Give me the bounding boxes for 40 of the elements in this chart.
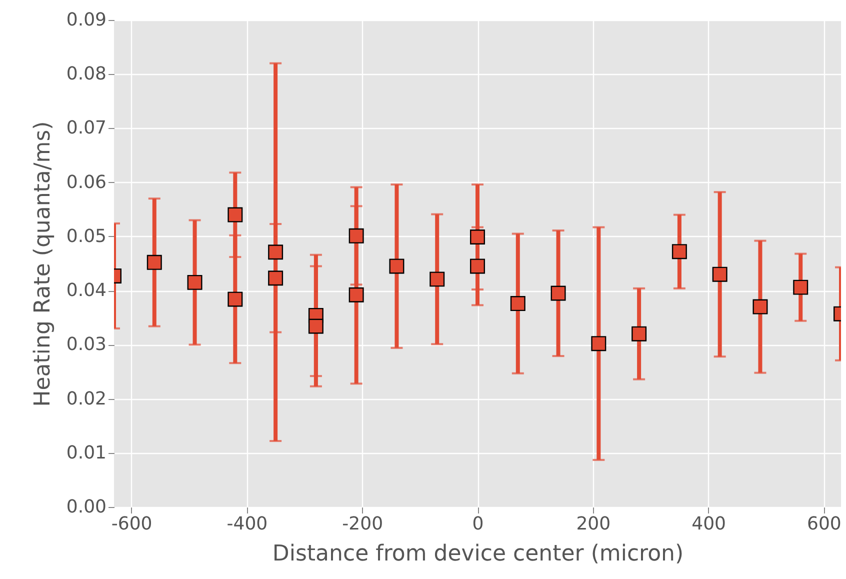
point xyxy=(712,266,728,282)
point xyxy=(632,326,647,342)
y-tick-label: 0.08 xyxy=(66,64,106,85)
point xyxy=(348,228,364,244)
point xyxy=(591,336,606,352)
y-tick-label: 0.02 xyxy=(66,388,106,410)
point xyxy=(146,254,162,270)
x-tick-label: -400 xyxy=(226,514,268,534)
y-tick-label: 0.09 xyxy=(66,10,106,30)
y-tick-label: 0.00 xyxy=(66,496,106,518)
point xyxy=(672,244,687,260)
x-tick-label: 600 xyxy=(807,514,842,534)
x-tick-label: -600 xyxy=(111,514,152,534)
point xyxy=(510,296,526,312)
point xyxy=(228,292,243,307)
x-tick-label: 400 xyxy=(692,514,726,534)
y-tick-label: 0.01 xyxy=(66,442,106,464)
point xyxy=(268,270,284,286)
y-tick-label: 0.03 xyxy=(66,334,106,356)
point xyxy=(389,258,404,274)
point xyxy=(268,244,284,260)
y-tick-label: 0.05 xyxy=(66,226,106,247)
point xyxy=(550,286,566,301)
x-axis-title: Distance from device center (micron) xyxy=(272,542,684,566)
y-tick-label: 0.04 xyxy=(66,280,106,302)
y-axis-title: Heating Rate (quanta/ms) xyxy=(30,121,56,407)
point xyxy=(470,258,485,274)
y-tick-label: 0.06 xyxy=(66,172,106,193)
point xyxy=(752,299,768,314)
point xyxy=(228,207,243,222)
y-tick-label: 0.07 xyxy=(66,118,106,139)
point xyxy=(430,272,445,287)
point xyxy=(470,229,485,244)
point xyxy=(348,287,364,302)
x-tick-label: 0 xyxy=(472,514,484,534)
point xyxy=(308,318,324,334)
x-tick-label: 200 xyxy=(576,514,611,534)
x-tick-label: -200 xyxy=(342,514,384,534)
point xyxy=(793,280,808,295)
point xyxy=(187,274,202,290)
